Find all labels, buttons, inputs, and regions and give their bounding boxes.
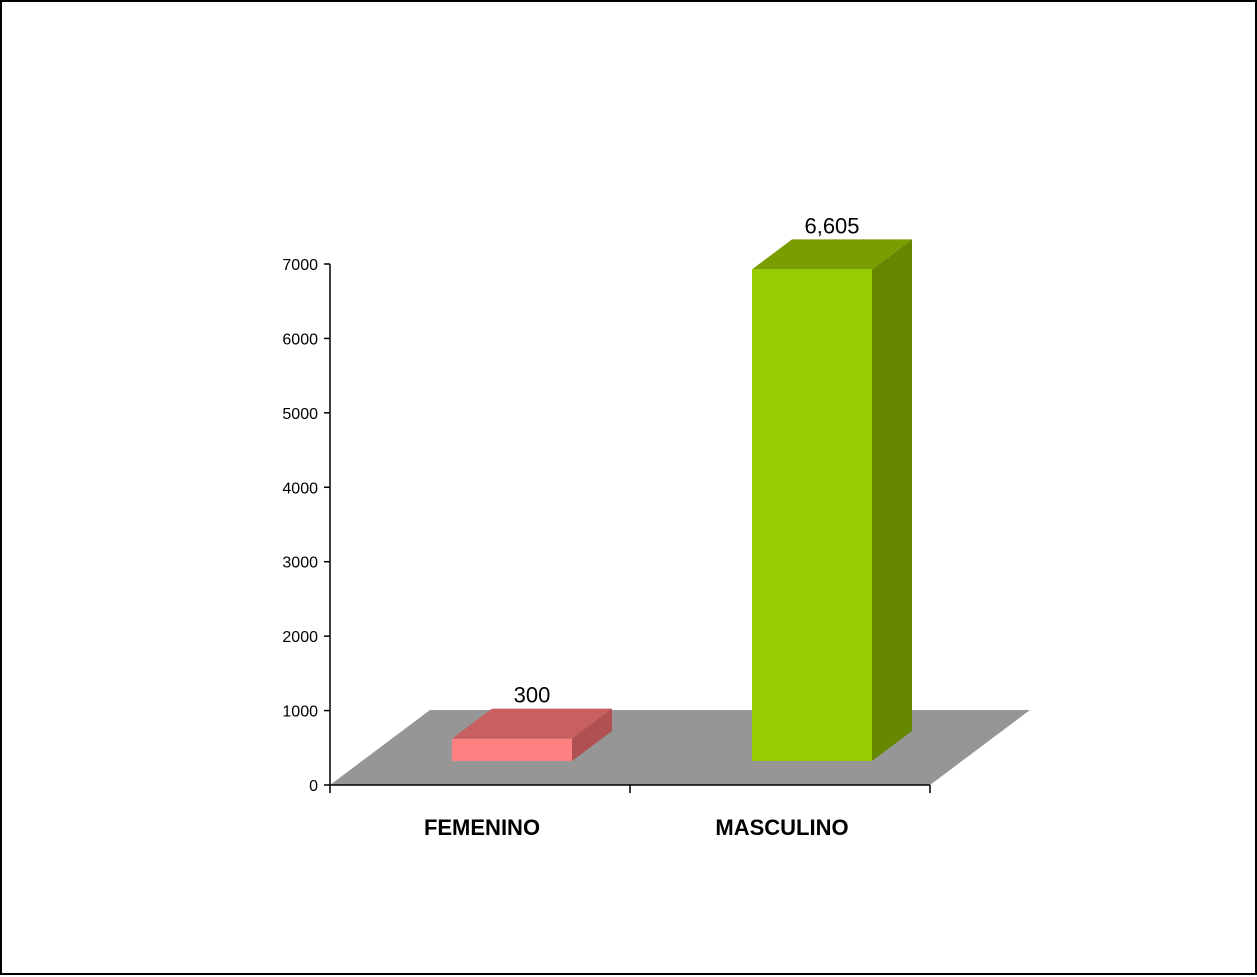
y-ticks: 0 1000 2000 3000 4000 5000 6000 7000: [282, 257, 330, 795]
y-tick-label: 0: [309, 778, 318, 795]
labels: 300 FEMENINO 6,605 MASCULINO: [424, 213, 860, 840]
y-tick-label: 4000: [282, 480, 318, 497]
bars: [452, 239, 912, 761]
y-tick-label: 1000: [282, 704, 318, 721]
bar-top: [452, 708, 612, 739]
y-tick-label: 6000: [282, 331, 318, 348]
chart-floor: [330, 710, 1030, 785]
bar-front: [752, 269, 872, 761]
data-label: 6,605: [804, 213, 859, 238]
category-label: MASCULINO: [715, 815, 848, 840]
y-tick-label: 7000: [282, 257, 318, 274]
y-tick-label: 5000: [282, 406, 318, 423]
y-tick-label: 2000: [282, 629, 318, 646]
category-label: FEMENINO: [424, 815, 540, 840]
x-ticks: [329, 785, 931, 793]
data-label: 300: [514, 683, 551, 708]
bar-top: [752, 239, 912, 270]
bar-front: [452, 738, 572, 761]
bar-side: [572, 708, 612, 761]
bar-masculino: [752, 239, 912, 761]
y-tick-label: 3000: [282, 555, 318, 572]
bar-side: [872, 239, 912, 761]
bar-femenino: [452, 708, 612, 761]
